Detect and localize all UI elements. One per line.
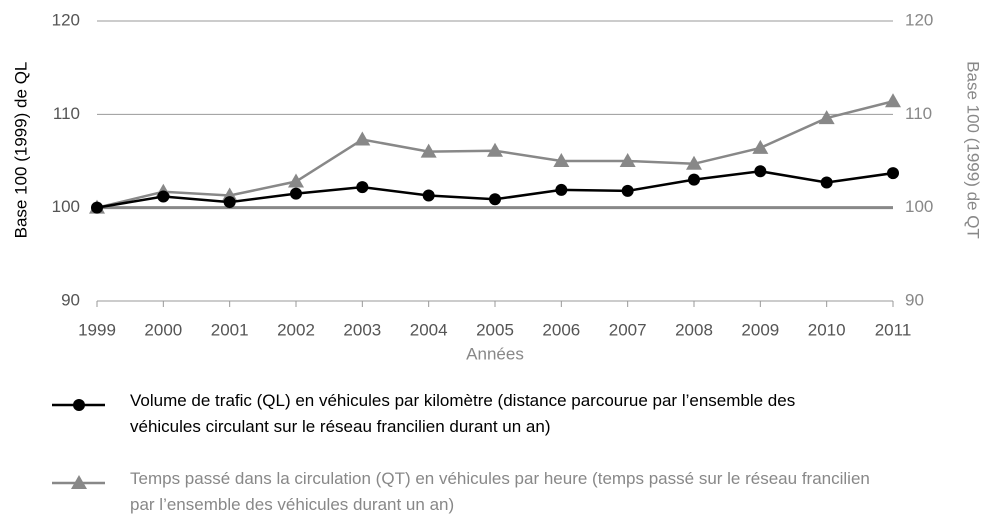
legend-marker <box>71 475 87 489</box>
y-axis-title: Base 100 (1999) de QL <box>11 62 30 239</box>
point <box>553 153 570 167</box>
x-tick-label: 2006 <box>542 320 580 339</box>
x-tick-label: 2004 <box>410 320 448 339</box>
x-tick-label: 2009 <box>741 320 779 339</box>
x-tick-label: 2007 <box>609 320 647 339</box>
point <box>887 167 899 180</box>
point <box>820 176 833 189</box>
x-tick-label: 2010 <box>808 320 846 339</box>
point <box>885 93 901 108</box>
point <box>354 131 371 146</box>
y2-tick-label: 120 <box>905 10 933 29</box>
legend-marker <box>73 399 85 411</box>
x-tick-label: 2003 <box>343 320 381 339</box>
point <box>621 184 634 197</box>
point <box>290 187 302 200</box>
y-tick-label: 90 <box>61 290 80 309</box>
point <box>288 173 304 188</box>
x-tick-label: 2002 <box>277 320 315 339</box>
x-tick-label: 2000 <box>144 320 182 339</box>
point <box>91 201 103 214</box>
y-tick-label: 120 <box>52 10 80 29</box>
point <box>223 196 236 209</box>
x-tick-label: 2005 <box>476 320 514 339</box>
point <box>688 173 700 186</box>
x-tick-label: 1999 <box>78 320 116 339</box>
x-tick-label: 2001 <box>211 320 249 339</box>
point <box>420 143 437 158</box>
legend-entry: Temps passé dans la circulation (QT) en … <box>130 469 870 514</box>
point <box>422 189 435 202</box>
point <box>555 183 568 196</box>
point <box>487 142 503 157</box>
y-tick-label: 100 <box>52 197 80 216</box>
y2-tick-label: 90 <box>905 290 924 309</box>
point <box>818 110 835 125</box>
y-tick-label: 110 <box>53 104 80 123</box>
legend-symbols <box>52 399 105 489</box>
y2-axis-title: Base 100 (1999) de QT <box>964 61 983 239</box>
chart: Base 100 (1999) de QL Base 100 (1999) de… <box>11 10 983 363</box>
x-tick-label: 2008 <box>675 320 713 339</box>
x-axis-title: Années <box>466 344 524 363</box>
point <box>356 181 369 194</box>
point <box>619 153 636 167</box>
point <box>489 193 501 206</box>
y2-tick-label: 100 <box>905 197 933 216</box>
y2-tick-label: 110 <box>905 104 932 123</box>
legend-entry: Volume de trafic (QL) en véhicules par k… <box>130 391 796 436</box>
point <box>754 165 767 178</box>
point <box>157 190 170 203</box>
point <box>752 139 769 154</box>
point <box>686 155 702 170</box>
x-tick-label: 2011 <box>875 320 912 339</box>
